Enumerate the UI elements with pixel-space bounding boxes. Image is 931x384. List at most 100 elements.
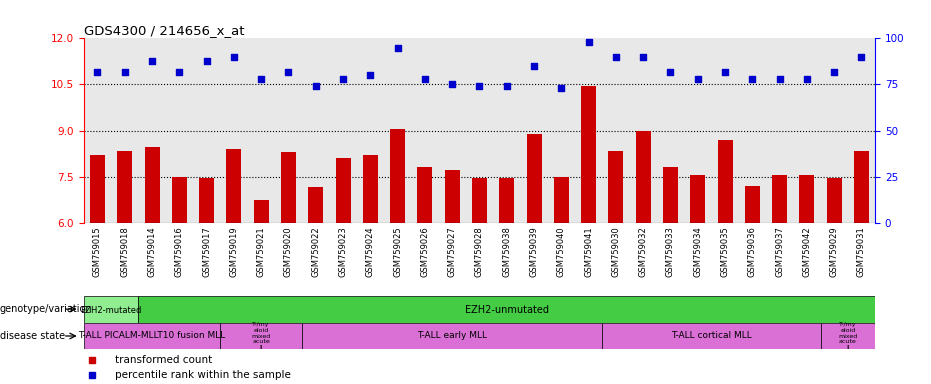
Point [254,76,269,82]
Point [718,68,733,74]
Point [827,68,842,74]
Bar [602,323,820,349]
Bar [144,147,159,223]
Bar [199,178,214,223]
Bar [281,152,296,223]
Bar [690,175,706,223]
Text: GSM759019: GSM759019 [229,227,238,277]
Bar [445,170,460,223]
Bar [527,134,542,223]
Text: GSM759027: GSM759027 [448,227,457,277]
Bar [117,151,132,223]
Text: T-ALL cortical MLL: T-ALL cortical MLL [671,331,752,341]
Text: GSM759041: GSM759041 [584,227,593,277]
Bar [827,178,842,223]
Bar [226,149,241,223]
Point [335,76,350,82]
Text: GSM759018: GSM759018 [120,227,129,277]
Bar [636,131,651,223]
Text: GSM759028: GSM759028 [475,227,484,277]
Point [363,72,378,78]
Text: GSM759039: GSM759039 [530,227,538,277]
Text: T-/my
eloid
mixed
acute
ll: T-/my eloid mixed acute ll [838,322,857,350]
Bar [417,167,432,223]
Bar [390,129,405,223]
Text: GSM759034: GSM759034 [694,227,702,277]
Text: GSM759023: GSM759023 [339,227,347,277]
Bar [499,178,514,223]
Point [745,76,760,82]
Point [281,68,296,74]
Bar [718,140,733,223]
Point [172,68,187,74]
Bar [472,178,487,223]
Text: GSM759030: GSM759030 [612,227,620,277]
Point [663,68,678,74]
Point [445,81,460,88]
Text: GSM759025: GSM759025 [393,227,402,277]
Bar [84,323,221,349]
Text: GSM759033: GSM759033 [666,227,675,277]
Bar [554,177,569,223]
Text: GDS4300 / 214656_x_at: GDS4300 / 214656_x_at [84,24,244,37]
Text: GSM759014: GSM759014 [147,227,156,277]
Bar [308,187,323,223]
Point [144,58,159,64]
Point [117,68,132,74]
Text: GSM759021: GSM759021 [257,227,265,277]
Bar [772,175,787,223]
Bar [854,151,869,223]
Point [690,76,705,82]
Text: GSM759015: GSM759015 [93,227,101,277]
Bar [90,155,105,223]
Text: GSM759020: GSM759020 [284,227,293,277]
Bar [745,186,760,223]
Point [581,39,596,45]
Point [390,45,405,51]
Text: GSM759035: GSM759035 [721,227,730,277]
Point [800,76,815,82]
Bar [663,167,678,223]
Point [472,83,487,89]
Text: GSM759038: GSM759038 [502,227,511,277]
Text: GSM759036: GSM759036 [748,227,757,277]
Text: genotype/variation: genotype/variation [0,304,92,314]
Text: T-/my
eloid
mixed
acute
ll: T-/my eloid mixed acute ll [251,322,271,350]
Text: GSM759040: GSM759040 [557,227,566,277]
Text: T-ALL PICALM-MLLT10 fusion MLL: T-ALL PICALM-MLLT10 fusion MLL [78,331,225,341]
Text: T-ALL early MLL: T-ALL early MLL [417,331,487,341]
Text: GSM759042: GSM759042 [803,227,812,277]
Text: percentile rank within the sample: percentile rank within the sample [115,370,291,381]
Bar [800,175,815,223]
Text: GSM759031: GSM759031 [857,227,866,277]
Text: EZH2-mutated: EZH2-mutated [80,306,142,315]
Point [308,83,323,89]
Text: GSM759029: GSM759029 [830,227,839,277]
Bar [363,155,378,223]
Bar [335,158,351,223]
Text: EZH2-unmutated: EZH2-unmutated [465,305,548,316]
Text: GSM759032: GSM759032 [639,227,648,277]
Bar [221,323,302,349]
Text: GSM759016: GSM759016 [175,227,183,277]
Bar [253,200,269,223]
Bar [608,151,624,223]
Point [772,76,787,82]
Text: GSM759037: GSM759037 [776,227,784,277]
Text: GSM759026: GSM759026 [421,227,429,277]
Point [554,85,569,91]
Point [499,83,514,89]
Point [199,58,214,64]
Bar [820,323,875,349]
Bar [84,296,139,323]
Bar [581,86,596,223]
Point [854,54,869,60]
Bar [172,177,187,223]
Point [226,54,241,60]
Point [636,54,651,60]
Point [527,63,542,69]
Text: transformed count: transformed count [115,355,212,365]
Bar [302,323,602,349]
Text: GSM759017: GSM759017 [202,227,211,277]
Point [609,54,624,60]
